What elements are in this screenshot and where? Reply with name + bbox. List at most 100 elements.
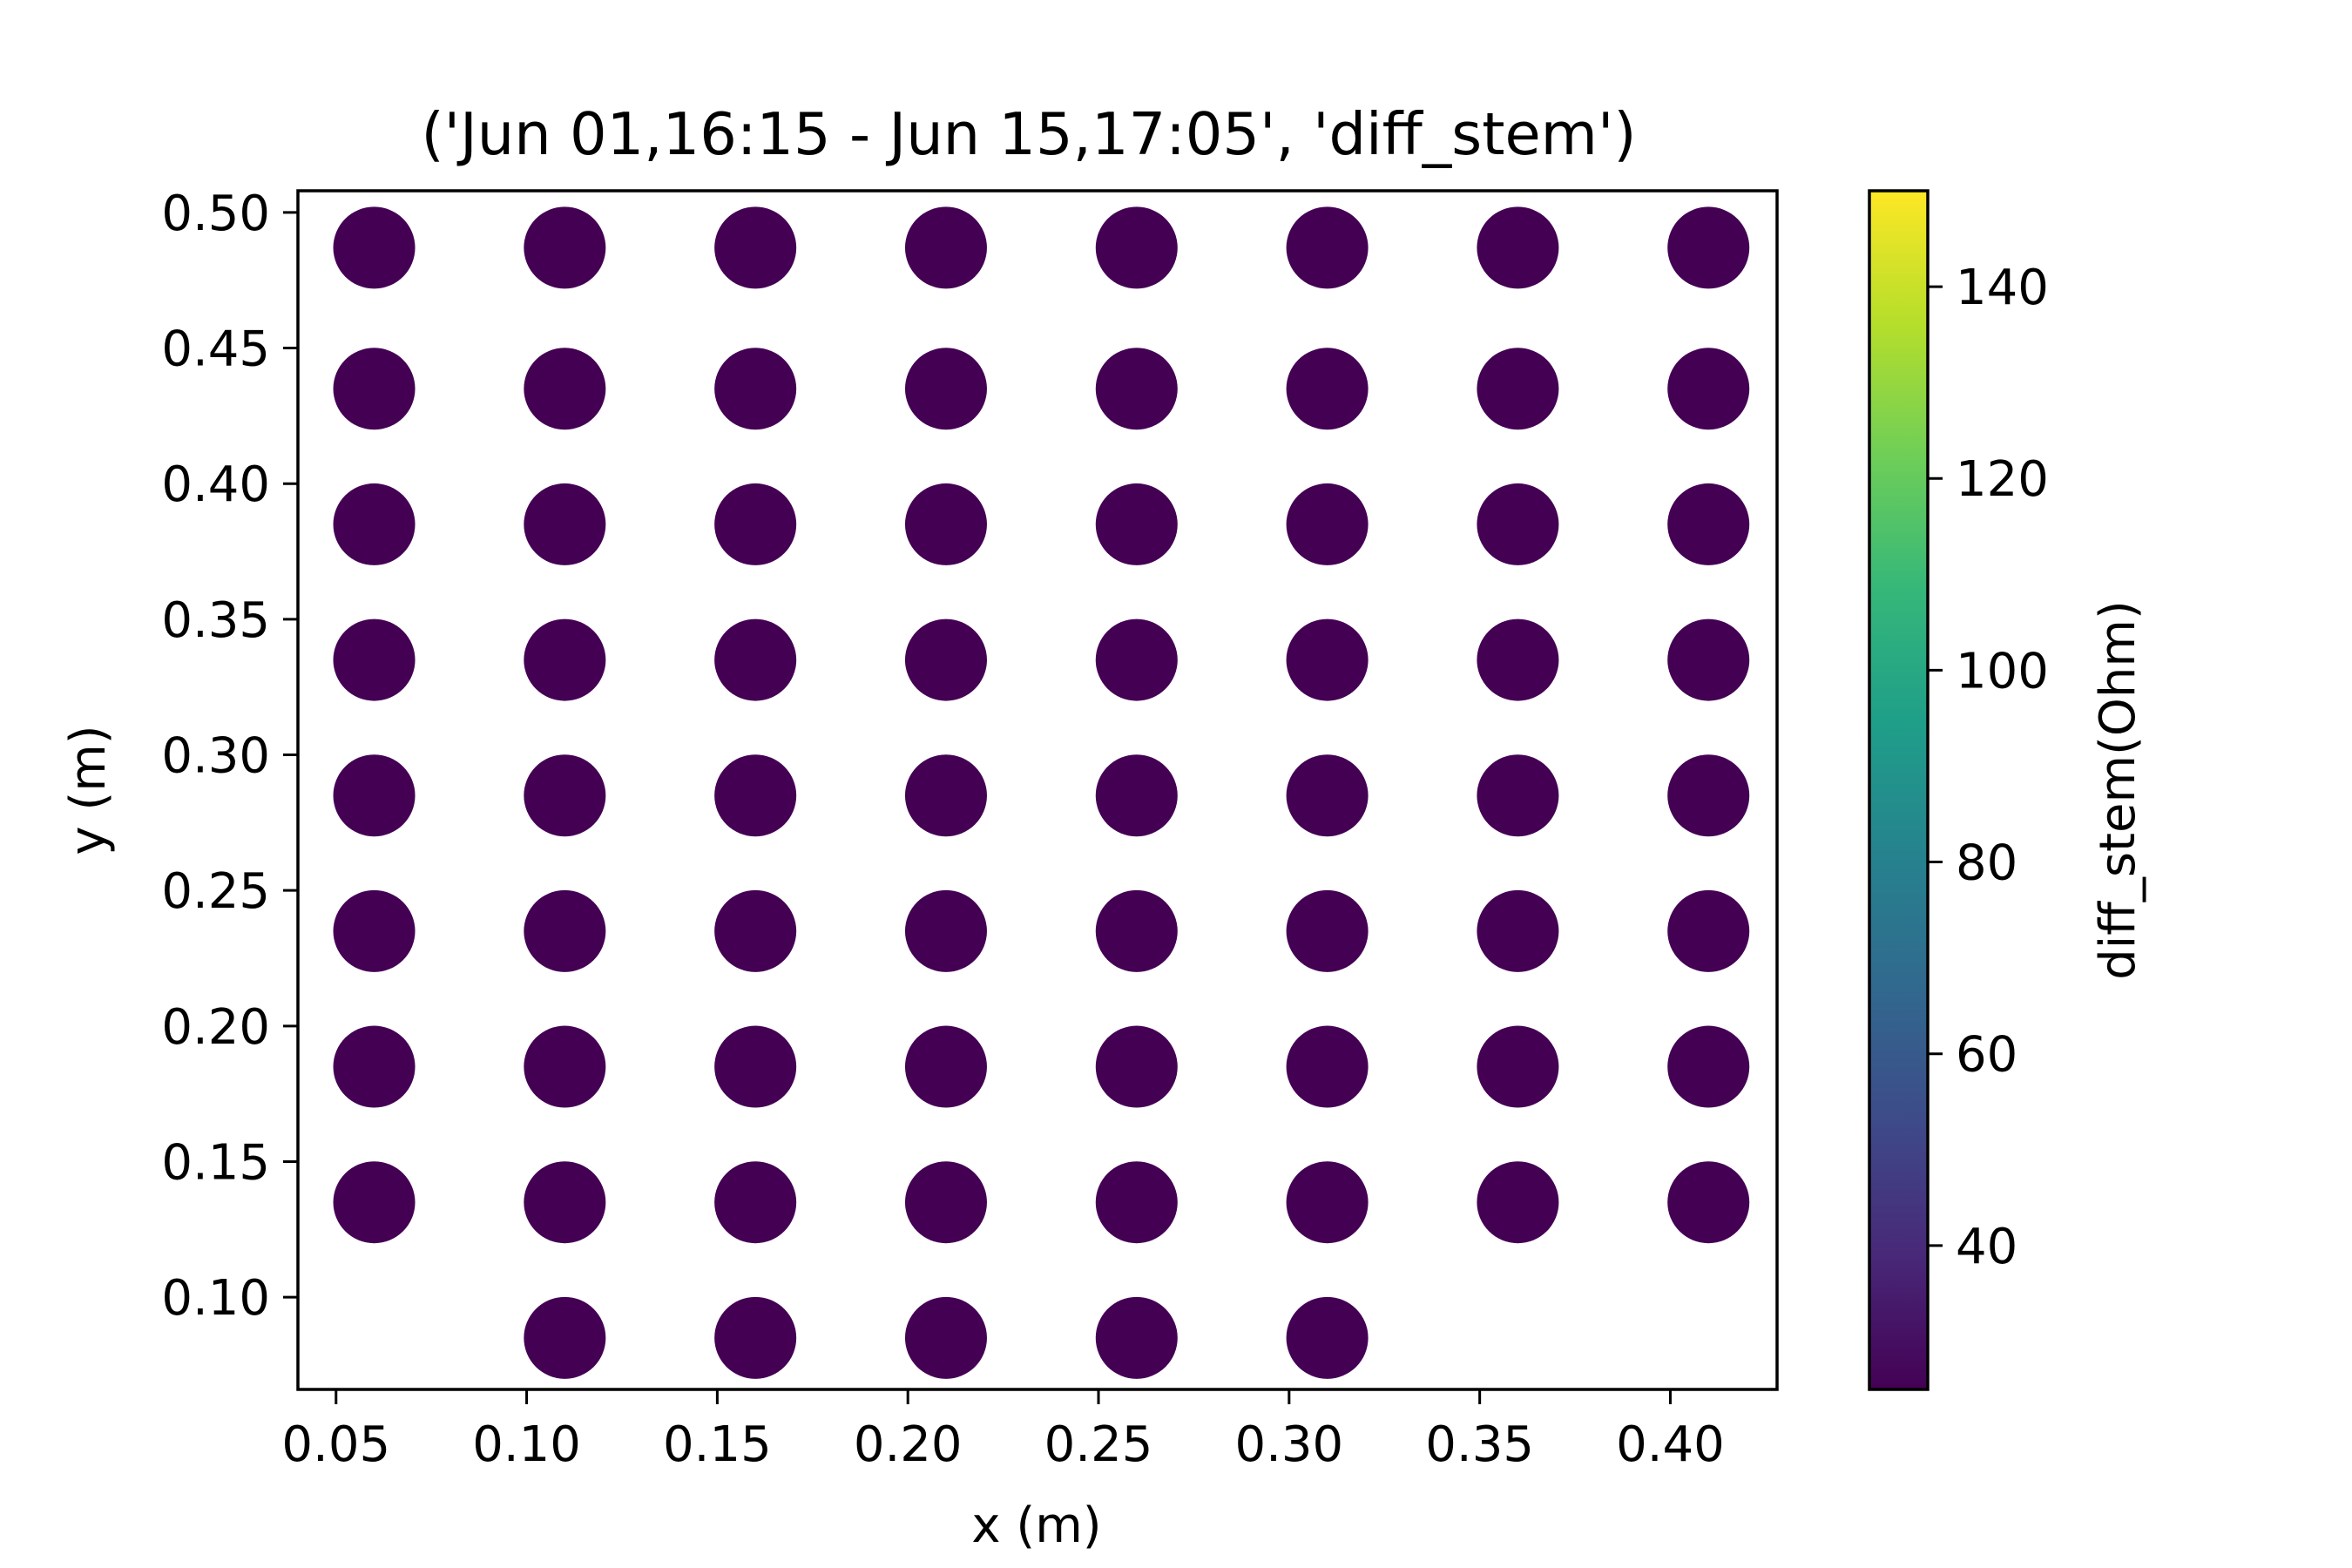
data-point [1286,754,1369,837]
y-tick-label: 0.40 [161,456,270,513]
data-point [904,1161,987,1244]
colorbar-tick-label: 120 [1956,451,2049,508]
colorbar-label: diff_stem(Ohm) [2090,600,2146,980]
data-point [1095,754,1178,837]
data-point [333,206,416,289]
data-points [333,206,1750,1379]
data-point [904,618,987,701]
y-axis-ticks: 0.10 0.15 0.20 0.25 0.30 0.35 0.40 0.45 0.50 [161,186,298,1327]
data-point [714,889,797,972]
data-point [1286,1296,1369,1379]
data-point [524,348,606,430]
y-tick-label: 0.10 [161,1270,270,1327]
data-point [524,889,606,972]
data-point [904,348,987,430]
data-point [333,754,416,837]
x-tick-label: 0.15 [663,1416,772,1473]
x-tick-label: 0.35 [1425,1416,1534,1473]
data-point [524,1296,606,1379]
data-point [714,1161,797,1244]
data-point [1667,618,1750,701]
data-point [1667,754,1750,837]
data-point [904,754,987,837]
data-point [1286,889,1369,972]
data-point [1667,1161,1750,1244]
x-tick-label: 0.40 [1616,1416,1725,1473]
data-point [714,754,797,837]
data-point [714,348,797,430]
data-point [1477,889,1559,972]
data-point [904,1025,987,1108]
data-point [1477,206,1559,289]
y-tick-label: 0.20 [161,999,270,1056]
data-point [333,483,416,565]
chart-title: ('Jun 01,16:15 - Jun 15,17:05', 'diff_st… [421,100,1636,168]
data-point [1477,348,1559,430]
data-point [1286,1161,1369,1244]
data-point [904,889,987,972]
data-point [1095,889,1178,972]
data-point [1477,1161,1559,1244]
colorbar-tick-label: 40 [1956,1219,2017,1275]
y-axis-label: y (m) [60,725,117,855]
data-point [1095,1296,1178,1379]
x-tick-label: 0.30 [1234,1416,1343,1473]
colorbar-tick-label: 140 [1956,260,2049,316]
data-point [904,206,987,289]
x-axis-ticks: 0.05 0.10 0.15 0.20 0.25 0.30 0.35 0.40 [281,1389,1725,1473]
colorbar-tick-label: 60 [1956,1027,2017,1084]
data-point [1286,483,1369,565]
y-tick-label: 0.30 [161,728,270,785]
data-point [524,618,606,701]
data-point [714,483,797,565]
colorbar-tick-label: 100 [1956,643,2049,700]
data-point [1095,483,1178,565]
data-point [1286,206,1369,289]
data-point [1286,618,1369,701]
x-tick-label: 0.20 [854,1416,963,1473]
data-point [1667,889,1750,972]
data-point [333,348,416,430]
data-point [1095,348,1178,430]
data-point [524,1161,606,1244]
data-point [714,1296,797,1379]
colorbar [1868,189,1930,1391]
x-tick-label: 0.25 [1044,1416,1153,1473]
x-tick-label: 0.10 [472,1416,581,1473]
data-point [1095,1025,1178,1108]
data-point [1667,483,1750,565]
y-tick-label: 0.45 [161,321,270,378]
data-point [1286,1025,1369,1108]
data-point [333,1161,416,1244]
x-tick-label: 0.05 [281,1416,390,1473]
data-point [1477,754,1559,837]
data-point [714,618,797,701]
data-point [904,483,987,565]
y-tick-label: 0.35 [161,592,270,649]
colorbar-tick-label: 80 [1956,835,2017,892]
plot-frame [296,189,1779,1391]
data-point [1286,348,1369,430]
y-tick-label: 0.25 [161,863,270,920]
data-point [714,1025,797,1108]
data-point [714,206,797,289]
data-point [333,889,416,972]
y-tick-label: 0.50 [161,186,270,242]
data-point [1667,348,1750,430]
data-point [1095,206,1178,289]
data-point [1667,1025,1750,1108]
data-point [333,618,416,701]
data-point [524,1025,606,1108]
x-axis-label: x (m) [971,1497,1101,1554]
data-point [524,754,606,837]
data-point [1477,483,1559,565]
data-point [1095,1161,1178,1244]
data-point [1667,206,1750,289]
data-point [1477,618,1559,701]
data-point [1095,618,1178,701]
data-point [333,1025,416,1108]
data-point [1477,1025,1559,1108]
data-point [524,206,606,289]
data-point [904,1296,987,1379]
